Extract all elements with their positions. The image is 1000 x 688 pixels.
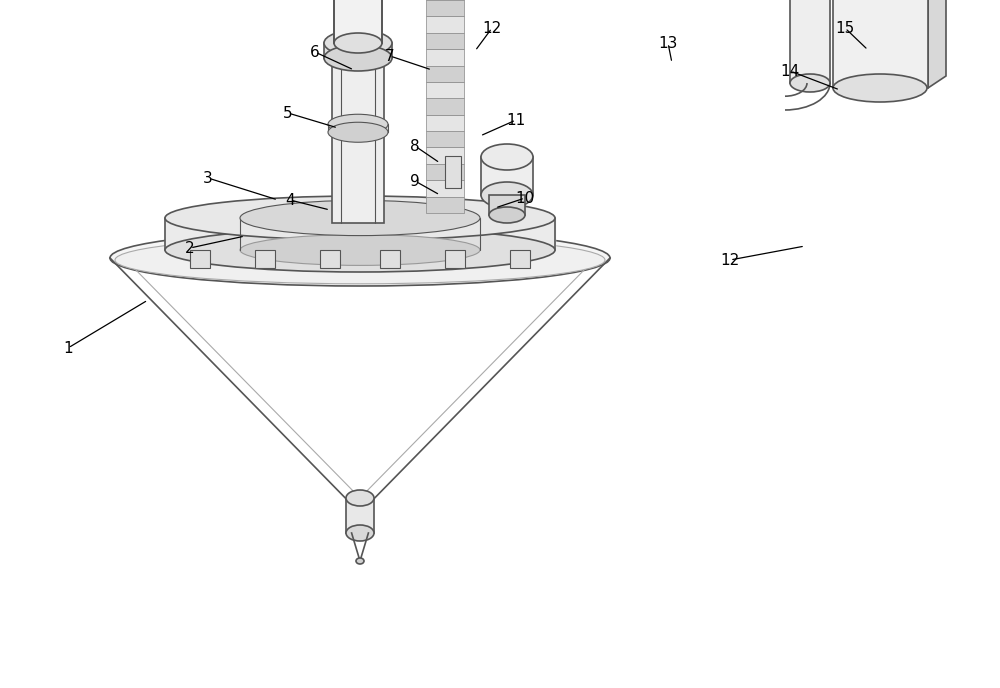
Ellipse shape — [346, 490, 374, 506]
Ellipse shape — [240, 200, 480, 235]
Bar — [833, 0, 928, 88]
Text: 13: 13 — [658, 36, 678, 50]
Text: 10: 10 — [515, 191, 535, 206]
Bar — [328, 125, 388, 132]
Text: 1: 1 — [63, 341, 73, 356]
Bar — [426, 180, 464, 197]
Text: 4: 4 — [285, 193, 295, 208]
Ellipse shape — [328, 122, 388, 142]
Ellipse shape — [328, 114, 388, 134]
Bar — [426, 115, 464, 131]
Bar — [320, 250, 340, 268]
Text: 12: 12 — [482, 21, 502, 36]
Bar — [426, 164, 464, 180]
Ellipse shape — [356, 558, 364, 564]
Bar — [426, 17, 464, 33]
Text: 7: 7 — [385, 48, 395, 63]
Text: 6: 6 — [310, 45, 320, 59]
Text: 3: 3 — [203, 171, 213, 186]
Text: 11: 11 — [506, 113, 526, 127]
Polygon shape — [928, 0, 946, 88]
Bar — [380, 250, 400, 268]
Bar — [790, 0, 830, 83]
Ellipse shape — [240, 235, 480, 266]
Text: 9: 9 — [410, 173, 420, 189]
Bar — [324, 43, 392, 58]
Bar — [426, 33, 464, 49]
Ellipse shape — [115, 236, 605, 284]
Text: 15: 15 — [835, 21, 855, 36]
Ellipse shape — [110, 230, 610, 286]
Bar — [334, 0, 382, 43]
Bar — [426, 197, 464, 213]
Bar — [426, 49, 464, 65]
Text: 8: 8 — [410, 138, 420, 153]
Ellipse shape — [481, 144, 533, 170]
Bar — [426, 147, 464, 164]
Bar — [426, 0, 464, 17]
Bar — [332, 58, 384, 223]
Ellipse shape — [489, 207, 525, 223]
Bar — [426, 82, 464, 98]
Bar — [445, 250, 465, 268]
Bar — [445, 156, 461, 188]
Ellipse shape — [165, 196, 555, 240]
Text: 5: 5 — [283, 105, 293, 120]
Ellipse shape — [833, 74, 927, 102]
Ellipse shape — [481, 182, 533, 208]
Bar — [346, 498, 374, 533]
Bar — [426, 131, 464, 147]
Text: 14: 14 — [780, 63, 800, 78]
Ellipse shape — [334, 33, 382, 53]
Ellipse shape — [790, 74, 830, 92]
Text: 12: 12 — [720, 252, 740, 268]
Bar — [190, 250, 210, 268]
Bar — [255, 250, 275, 268]
Bar — [489, 195, 525, 215]
Bar — [426, 65, 464, 82]
Bar — [426, 98, 464, 115]
Ellipse shape — [324, 45, 392, 71]
Text: 2: 2 — [185, 241, 195, 255]
Ellipse shape — [324, 30, 392, 56]
Ellipse shape — [165, 228, 555, 272]
Bar — [481, 157, 533, 195]
Ellipse shape — [346, 525, 374, 541]
Bar — [510, 250, 530, 268]
Polygon shape — [165, 218, 555, 250]
